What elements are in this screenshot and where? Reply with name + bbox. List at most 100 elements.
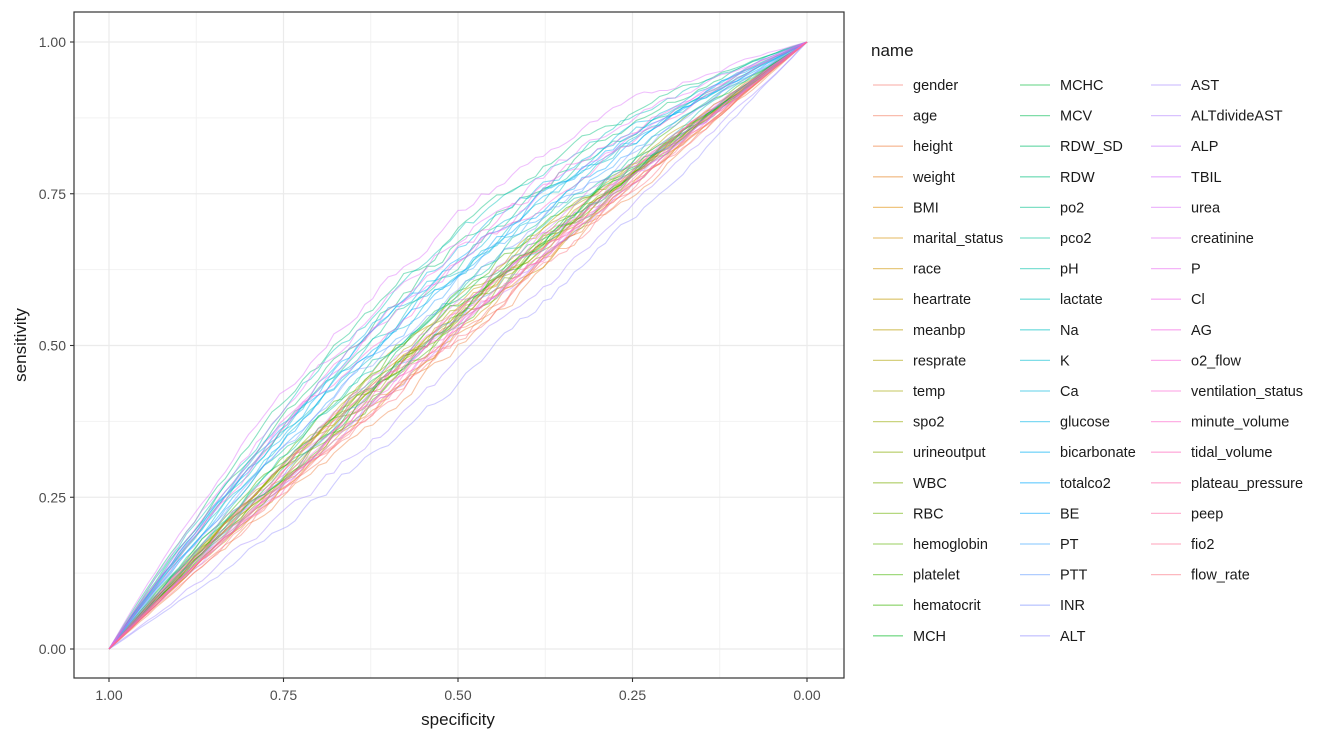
roc-curve-temp [108,41,808,650]
legend-label-weight: weight [912,170,955,186]
legend-label-BE: BE [1060,506,1080,522]
legend-label-AG: AG [1191,323,1212,339]
legend-label-pH: pH [1060,262,1079,278]
legend-label-peep: peep [1191,506,1223,522]
roc-curve-Na [108,41,808,650]
legend-label-Cl: Cl [1191,292,1205,308]
legend-label-MCHC: MCHC [1060,78,1104,94]
roc-curve-MCV [108,41,808,650]
roc-curve-RDW [108,41,808,650]
legend-label-MCH: MCH [913,629,946,645]
legend-label-glucose: glucose [1060,415,1110,431]
legend-label-tidal_volume: tidal_volume [1191,445,1272,461]
axes: 1.00 0.75 0.50 0.25 0.00 0.00 0.25 0.50 0.75 1.00 [39,11,845,703]
legend-label-age: age [913,109,937,125]
y-tick-label: 0.00 [39,641,66,657]
legend-label-plateau_pressure: plateau_pressure [1191,476,1303,492]
legend-label-pco2: pco2 [1060,231,1091,247]
x-tick-label: 1.00 [95,687,122,703]
legend-label-ALP: ALP [1191,139,1218,155]
legend-label-marital_status: marital_status [913,231,1003,247]
roc-curve-pH [108,41,808,650]
legend-label-urea: urea [1191,200,1221,216]
roc-curve-urineoutput [108,41,808,650]
roc-curve-ALT [108,41,808,650]
legend: name gender age height weight BMI marital_sta… [871,41,1303,645]
roc-curve-P [108,41,808,650]
roc-curve-plateau_pressure [108,41,808,650]
roc-curve-resprate [108,41,808,650]
roc-curve-heartrate [108,41,808,650]
roc-curve-AG [108,41,808,650]
roc-curve-PT [108,41,808,650]
legend-label-urineoutput: urineoutput [913,445,986,461]
roc-curve-meanbp [108,41,808,650]
roc-curve-hemoglobin [108,41,808,650]
roc-curve-pco2 [108,41,808,650]
legend-label-ALTdivideAST: ALTdivideAST [1191,109,1283,125]
legend-label-height: height [913,139,953,155]
roc-curve-hematocrit [108,41,808,650]
roc-curve-o2_flow [108,41,808,650]
legend-label-AST: AST [1191,78,1219,94]
roc-curve-fio2 [108,41,808,650]
legend-label-RBC: RBC [913,506,944,522]
y-tick-label: 0.75 [39,186,66,202]
legend-label-fio2: fio2 [1191,537,1214,553]
legend-label-minute_volume: minute_volume [1191,415,1289,431]
legend-label-PTT: PTT [1060,568,1088,584]
legend-label-resprate: resprate [913,353,966,369]
plot-panel [74,12,844,678]
legend-label-MCV: MCV [1060,109,1093,125]
legend-label-meanbp: meanbp [913,323,965,339]
legend-label-heartrate: heartrate [913,292,971,308]
legend-label-Na: Na [1060,323,1079,339]
roc-curve-ALP [108,41,808,650]
roc-curve-Cl [108,41,808,650]
roc-curve-tidal_volume [108,41,808,650]
legend-label-temp: temp [913,384,945,400]
roc-curve-PTT [108,41,808,650]
legend-label-totalco2: totalco2 [1060,476,1111,492]
roc-curve-INR [108,41,808,650]
legend-label-flow_rate: flow_rate [1191,568,1250,584]
roc-curve-ALTdivideAST [108,41,808,650]
legend-label-BMI: BMI [913,200,939,216]
legend-label-WBC: WBC [913,476,947,492]
legend-label-platelet: platelet [913,568,960,584]
roc-curve-spo2 [108,41,808,650]
roc-curve-platelet [108,41,808,650]
roc-curve-minute_volume [108,41,808,650]
legend-label-RDW_SD: RDW_SD [1060,139,1123,155]
x-axis-title: specificity [421,710,495,729]
legend-label-ALT: ALT [1060,629,1086,645]
y-axis-title: sensitivity [11,308,30,382]
roc-curve-TBIL [108,41,808,650]
legend-label-TBIL: TBIL [1191,170,1222,186]
legend-label-po2: po2 [1060,200,1084,216]
legend-title: name [871,41,914,60]
legend-label-ventilation_status: ventilation_status [1191,384,1303,400]
roc-curves [108,41,808,650]
x-tick-label: 0.75 [270,687,297,703]
roc-curve-age [108,41,808,650]
legend-label-K: K [1060,353,1070,369]
roc-curve-RDW_SD [108,41,808,650]
roc-curve-creatinine [108,41,808,650]
roc-curve-height [108,41,808,650]
legend-label-Ca: Ca [1060,384,1079,400]
roc-curve-AST [108,41,808,650]
legend-label-lactate: lactate [1060,292,1103,308]
legend-label-RDW: RDW [1060,170,1095,186]
x-tick-label: 0.00 [793,687,820,703]
legend-label-race: race [913,262,941,278]
legend-label-P: P [1191,262,1201,278]
y-tick-label: 1.00 [39,34,66,50]
roc-curve-RBC [108,41,808,650]
roc-curve-flow_rate [108,41,808,650]
roc-curve-totalco2 [108,41,808,650]
legend-label-o2_flow: o2_flow [1191,353,1242,369]
y-tick-label: 0.25 [39,489,66,505]
roc-curve-K [108,41,808,650]
